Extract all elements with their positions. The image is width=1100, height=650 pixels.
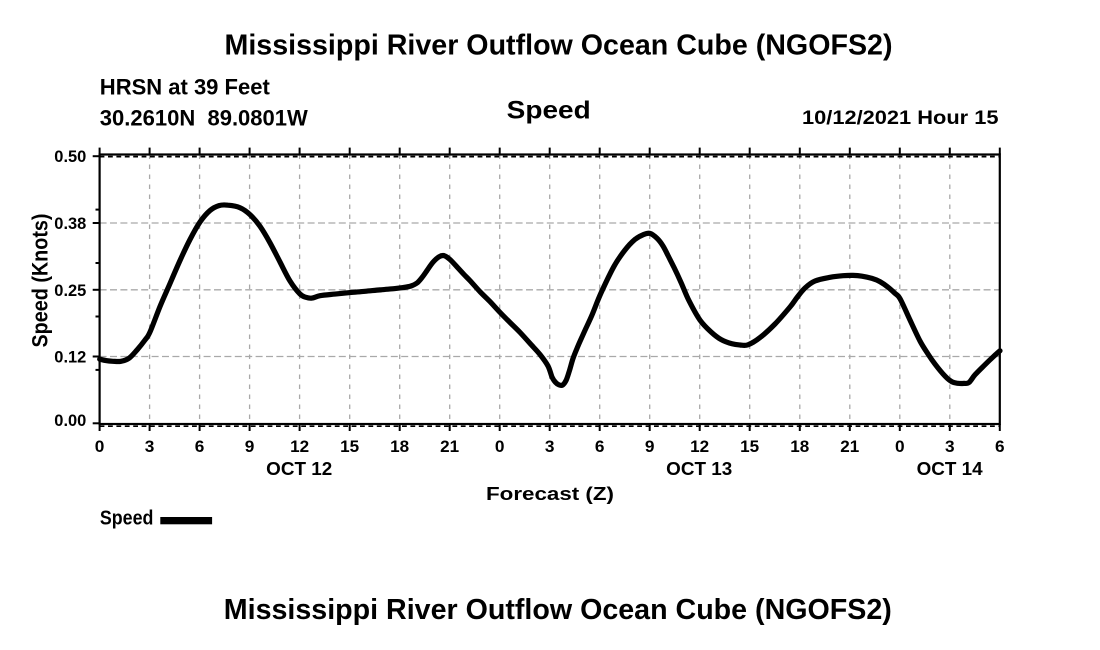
svg-text:Mississippi River Outflow Ocea: Mississippi River Outflow Ocean Cube (NG… (224, 594, 892, 626)
svg-text:9: 9 (245, 437, 255, 456)
svg-text:10/12/2021 Hour 15: 10/12/2021 Hour 15 (802, 107, 999, 129)
svg-text:15: 15 (340, 437, 359, 456)
svg-text:Speed (Knots): Speed (Knots) (28, 214, 53, 348)
svg-text:0.12: 0.12 (54, 347, 86, 366)
svg-text:12: 12 (690, 437, 709, 456)
svg-text:Forecast (Z): Forecast (Z) (486, 483, 614, 504)
svg-text:0: 0 (895, 437, 905, 456)
svg-text:OCT 14: OCT 14 (917, 459, 983, 479)
svg-text:18: 18 (790, 437, 809, 456)
svg-text:21: 21 (840, 437, 859, 456)
svg-text:6: 6 (995, 437, 1005, 456)
svg-text:0: 0 (495, 437, 505, 456)
svg-text:HRSN at 39 Feet: HRSN at 39 Feet (100, 75, 271, 100)
svg-text:0: 0 (95, 437, 105, 456)
svg-text:Speed: Speed (100, 508, 153, 530)
svg-text:3: 3 (945, 437, 955, 456)
svg-text:3: 3 (145, 437, 155, 456)
svg-text:30.2610N 89.0801W: 30.2610N 89.0801W (100, 105, 308, 130)
svg-text:0.25: 0.25 (54, 281, 86, 300)
svg-text:Speed: Speed (507, 96, 591, 124)
svg-text:18: 18 (390, 437, 409, 456)
svg-text:15: 15 (740, 437, 759, 456)
svg-text:0.00: 0.00 (54, 411, 86, 430)
svg-text:9: 9 (645, 437, 655, 456)
svg-text:Mississippi River Outflow Ocea: Mississippi River Outflow Ocean Cube (NG… (225, 30, 893, 62)
svg-text:OCT 13: OCT 13 (666, 459, 732, 479)
svg-text:OCT 12: OCT 12 (266, 459, 332, 479)
svg-text:0.50: 0.50 (54, 147, 86, 166)
svg-text:12: 12 (290, 437, 309, 456)
svg-text:6: 6 (595, 437, 605, 456)
svg-text:6: 6 (195, 437, 205, 456)
svg-text:0.38: 0.38 (54, 214, 86, 233)
svg-text:3: 3 (545, 437, 555, 456)
svg-text:21: 21 (440, 437, 459, 456)
